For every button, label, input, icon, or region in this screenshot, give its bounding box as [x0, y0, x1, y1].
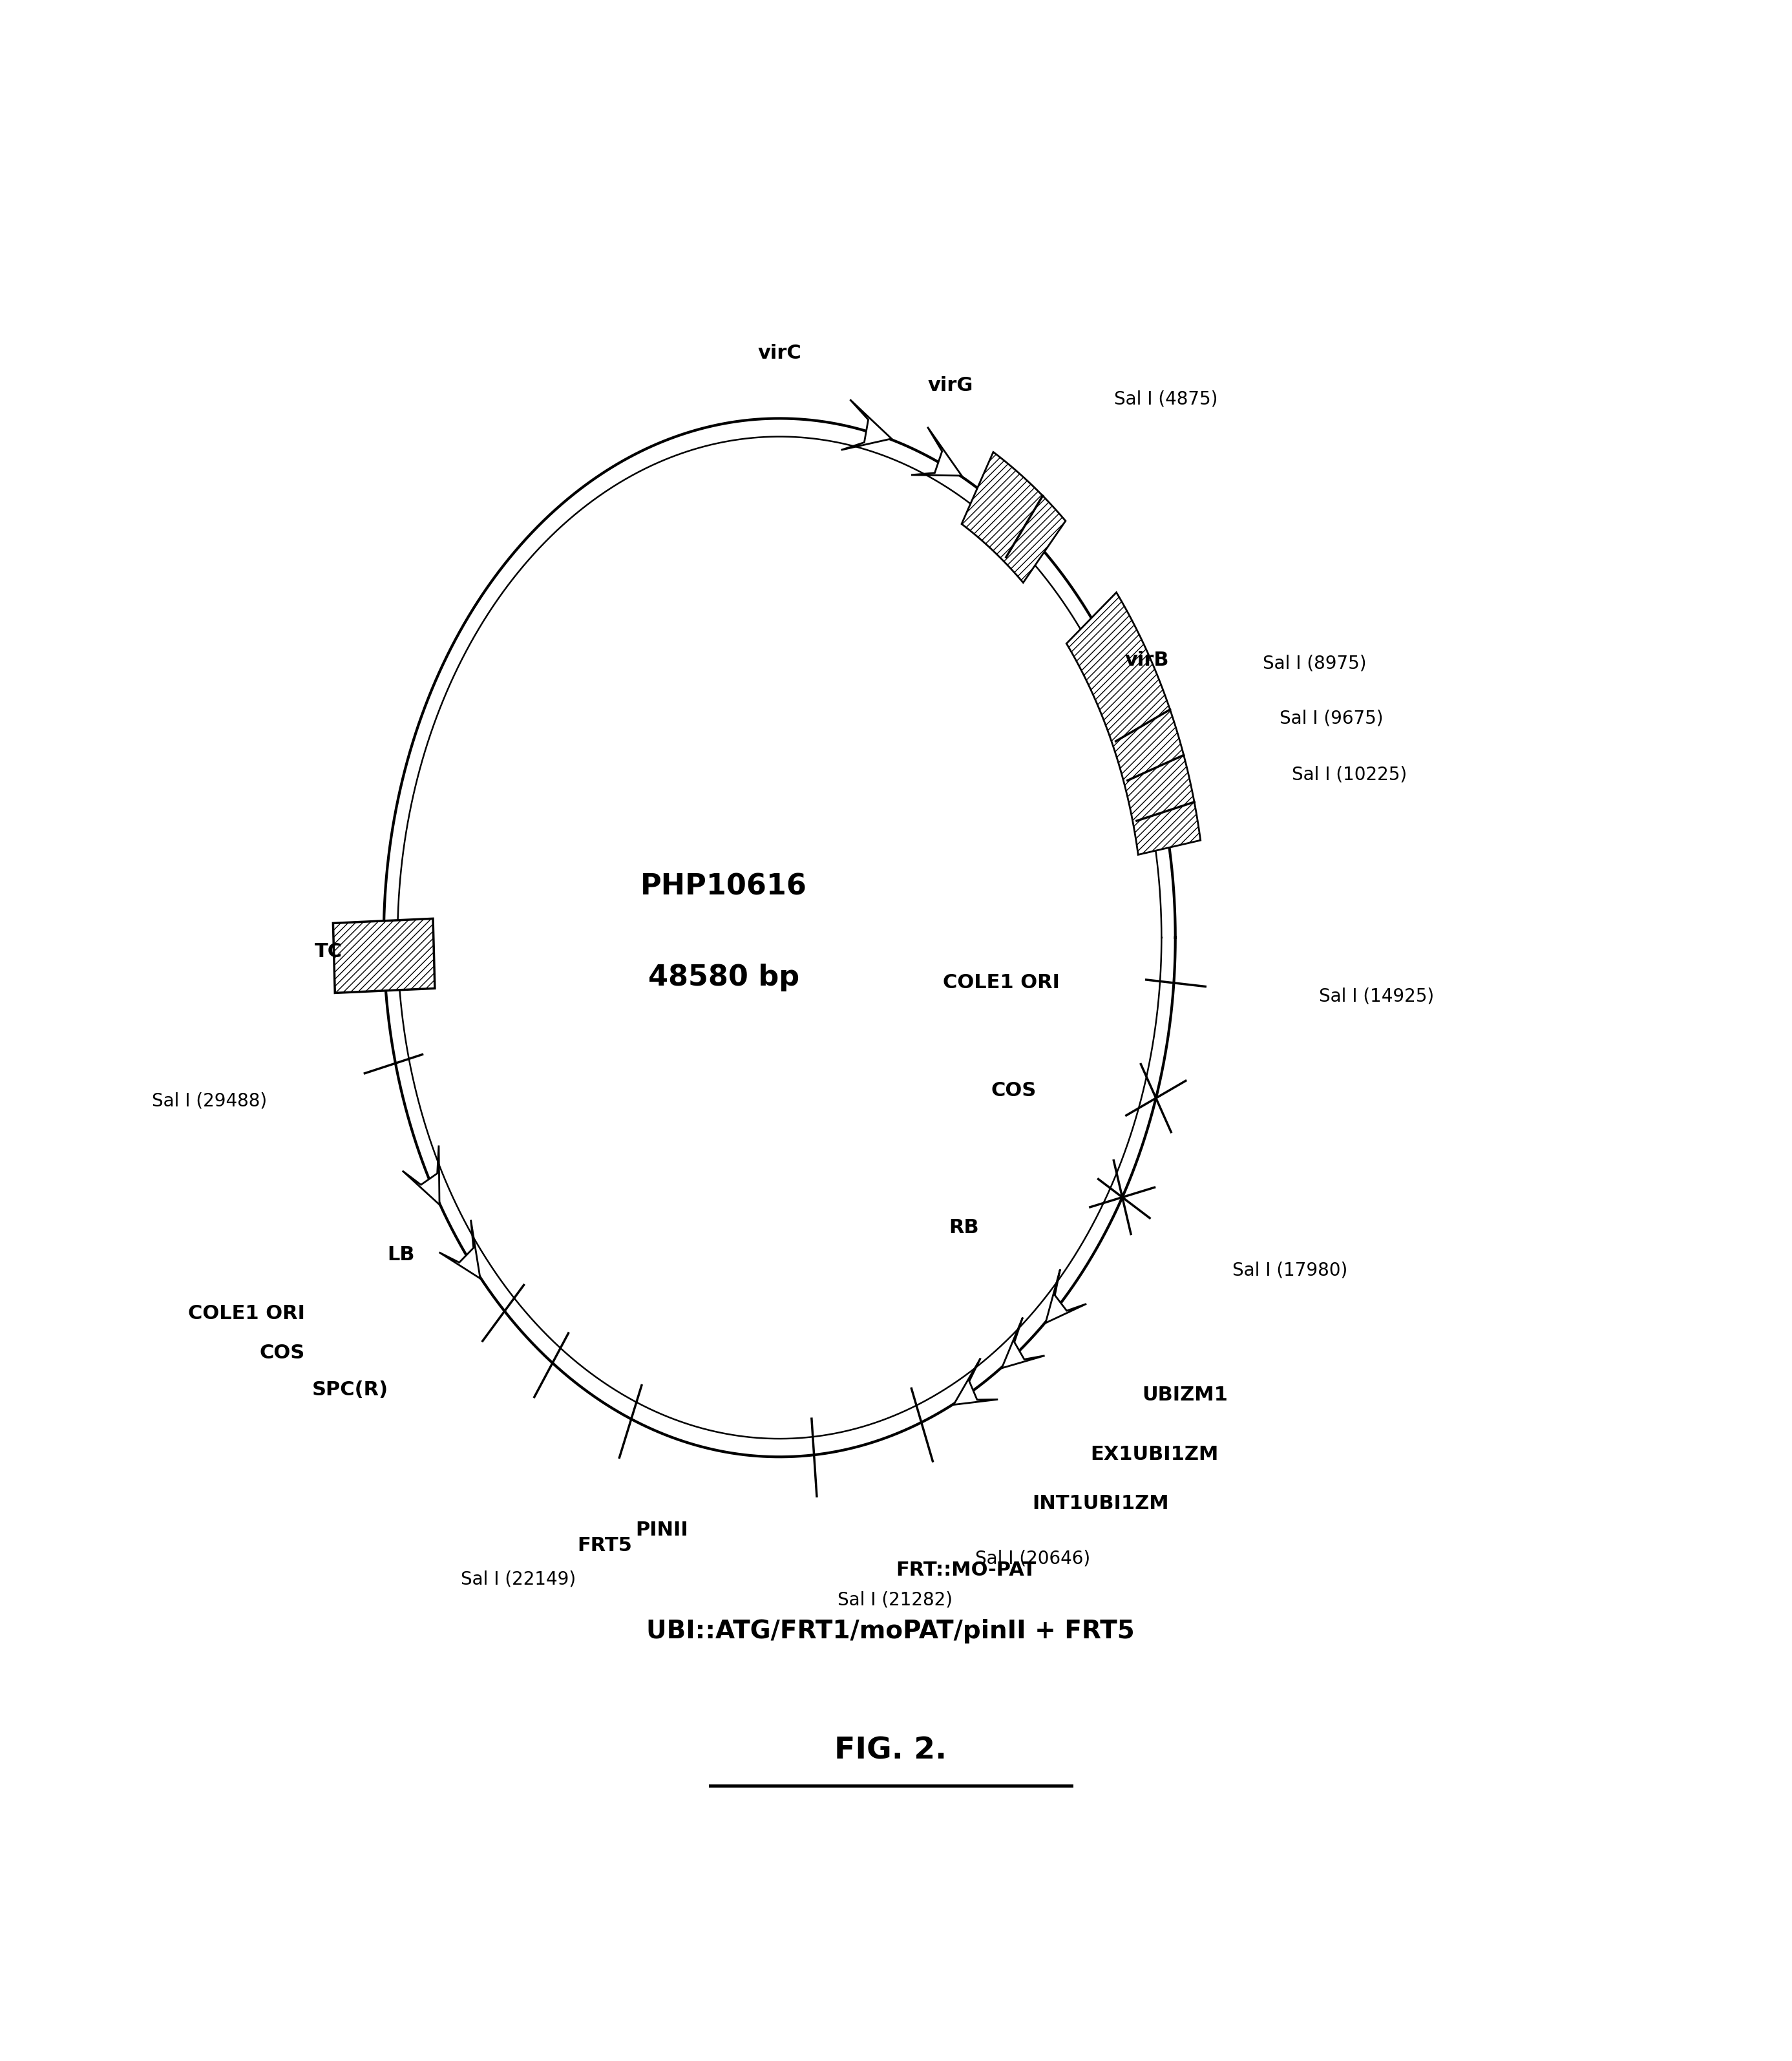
Text: TC: TC	[315, 942, 342, 960]
Text: EX1UBI1ZM: EX1UBI1ZM	[1090, 1445, 1219, 1463]
Text: Sal I (10225): Sal I (10225)	[1292, 765, 1407, 783]
Polygon shape	[962, 451, 1066, 583]
Text: FRT5: FRT5	[577, 1535, 633, 1554]
Polygon shape	[953, 1358, 998, 1406]
Text: SPC(R): SPC(R)	[312, 1381, 389, 1399]
Text: UBI::ATG/FRT1/moPAT/pinII + FRT5: UBI::ATG/FRT1/moPAT/pinII + FRT5	[647, 1620, 1134, 1645]
Text: Sal I (17980): Sal I (17980)	[1233, 1261, 1348, 1280]
Text: Sal I (9675): Sal I (9675)	[1279, 709, 1383, 728]
Text: Sal I (8975): Sal I (8975)	[1263, 655, 1367, 672]
Text: Sal I (29488): Sal I (29488)	[152, 1092, 267, 1109]
Text: LB: LB	[387, 1245, 414, 1263]
Text: COLE1 ORI: COLE1 ORI	[943, 973, 1059, 991]
Text: PHP10616: PHP10616	[642, 874, 806, 901]
Text: Sal I (14925): Sal I (14925)	[1319, 987, 1434, 1006]
Text: virB: virB	[1125, 651, 1168, 670]
Text: FIG. 2.: FIG. 2.	[835, 1735, 946, 1764]
Text: Sal I (20646): Sal I (20646)	[975, 1550, 1090, 1568]
Text: 48580 bp: 48580 bp	[649, 962, 799, 991]
Text: RB: RB	[948, 1218, 978, 1237]
Polygon shape	[1045, 1270, 1086, 1323]
Text: Sal I (22149): Sal I (22149)	[461, 1570, 575, 1589]
Text: FRT::MO-PAT: FRT::MO-PAT	[896, 1560, 1036, 1579]
Polygon shape	[840, 400, 891, 449]
Text: COLE1 ORI: COLE1 ORI	[188, 1305, 305, 1323]
Text: Sal I (21282): Sal I (21282)	[837, 1591, 953, 1610]
Polygon shape	[1002, 1317, 1045, 1369]
Text: PINII: PINII	[636, 1521, 688, 1540]
Polygon shape	[1066, 592, 1201, 855]
Polygon shape	[403, 1146, 439, 1206]
Text: UBIZM1: UBIZM1	[1142, 1385, 1228, 1404]
Text: virC: virC	[758, 344, 801, 363]
Polygon shape	[333, 919, 435, 993]
Polygon shape	[439, 1220, 480, 1278]
Text: INT1UBI1ZM: INT1UBI1ZM	[1032, 1494, 1168, 1513]
Text: COS: COS	[260, 1344, 305, 1362]
Text: Sal I (4875): Sal I (4875)	[1115, 390, 1219, 408]
Text: virG: virG	[928, 375, 973, 396]
Text: COS: COS	[991, 1082, 1036, 1101]
Polygon shape	[910, 427, 962, 476]
